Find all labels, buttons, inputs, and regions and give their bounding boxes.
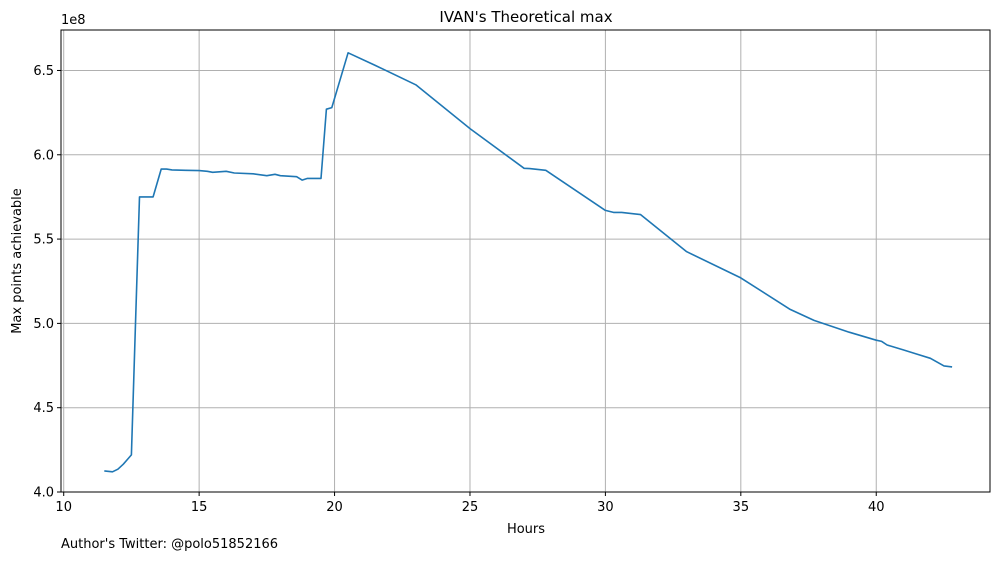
plot-area-frame: [60, 29, 991, 493]
x-axis-label: Hours: [507, 522, 545, 537]
x-tick-label: 20: [326, 500, 343, 515]
y-tick-label: 4.0: [33, 486, 54, 501]
y-tick-label: 6.0: [33, 148, 54, 163]
axis-ticks: 10 15 20 25 30 35 40 4.0 4.5 5.0 5.5 6.0 6.5: [33, 64, 884, 515]
x-tick-label: 10: [55, 500, 72, 515]
y-tick-label: 6.5: [33, 64, 54, 79]
author-credit-footnote: Author's Twitter: @polo51852166: [61, 537, 279, 552]
y-tick-label: 5.5: [33, 233, 54, 248]
y-axis-label: Max points achievable: [10, 188, 25, 334]
x-tick-label: 30: [597, 500, 614, 515]
series-line-0: [104, 51, 953, 473]
grid-lines: [61, 30, 990, 493]
x-tick-label: 35: [733, 500, 750, 515]
x-tick-label: 15: [191, 500, 208, 515]
x-tick-label: 40: [868, 500, 885, 515]
y-axis-offset-label: 1e8: [61, 13, 86, 28]
y-tick-label: 4.5: [33, 401, 54, 416]
series-lines: [104, 51, 953, 473]
y-tick-label: 5.0: [33, 317, 54, 332]
x-tick-label: 25: [462, 500, 479, 515]
chart-title: IVAN's Theoretical max: [439, 8, 612, 26]
